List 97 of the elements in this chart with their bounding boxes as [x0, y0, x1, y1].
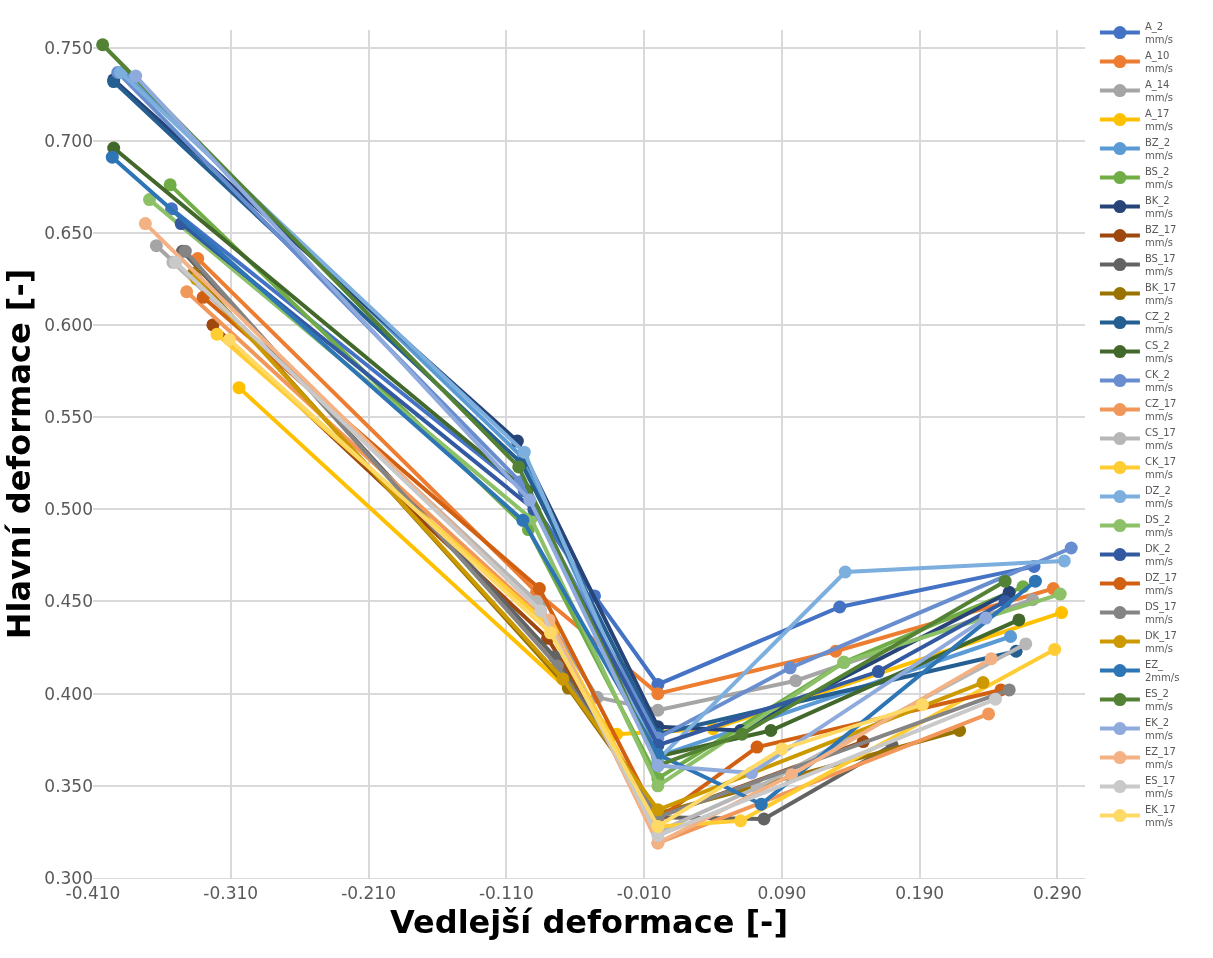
- x-tick-label: -0.110: [478, 883, 534, 904]
- x-axis-title: Vedlejší deformace [-]: [390, 903, 788, 942]
- point: [1012, 613, 1026, 627]
- point: [1064, 541, 1078, 555]
- legend-label: DZ_2 mm/s: [1144, 484, 1173, 509]
- legend-label: BK_2 mm/s: [1144, 194, 1173, 219]
- legend-label: BS_2 mm/s: [1144, 165, 1173, 190]
- legend-label: BS_17 mm/s: [1144, 252, 1176, 277]
- legend-label: EK_2 mm/s: [1144, 716, 1173, 741]
- point: [833, 600, 847, 614]
- legend-label: BK_17 mm/s: [1144, 281, 1177, 306]
- legend-label: EZ_17 mm/s: [1144, 745, 1176, 770]
- legend-label: A_14 mm/s: [1144, 78, 1173, 103]
- point: [1002, 683, 1016, 697]
- y-tick-label: 0.400: [44, 683, 93, 704]
- point: [1028, 574, 1042, 588]
- y-tick-label: 0.750: [44, 38, 93, 59]
- y-tick-label: 0.450: [44, 591, 93, 612]
- point: [651, 779, 665, 793]
- legend-label: A_2 mm/s: [1144, 20, 1173, 45]
- point: [232, 381, 246, 395]
- point: [517, 445, 531, 459]
- point: [96, 38, 110, 52]
- legend-label: DK_17 mm/s: [1144, 629, 1177, 654]
- legend-label: DK_2 mm/s: [1144, 542, 1173, 567]
- point: [976, 676, 990, 690]
- legend-label: DS_2 mm/s: [1144, 513, 1173, 538]
- point: [1048, 642, 1062, 656]
- point: [783, 661, 797, 675]
- x-tick-label: 0.290: [1033, 883, 1082, 904]
- point: [516, 513, 530, 527]
- x-tick-label: -0.310: [203, 883, 259, 904]
- x-tick-label: 0.190: [895, 883, 945, 904]
- legend-label: ES_2 mm/s: [1144, 687, 1173, 712]
- legend-label: CS_2 mm/s: [1144, 339, 1173, 364]
- y-tick-label: 0.700: [44, 130, 93, 151]
- legend-label: ES_17 mm/s: [1144, 774, 1176, 799]
- point: [129, 69, 143, 83]
- point: [149, 239, 163, 253]
- x-tick-label: -0.210: [341, 883, 396, 904]
- point: [998, 574, 1012, 588]
- y-tick-label: 0.550: [44, 407, 93, 428]
- legend-label: DZ_17 mm/s: [1144, 571, 1178, 596]
- legend-label: CS_17 mm/s: [1144, 426, 1176, 451]
- x-tick-label: 0.090: [757, 883, 807, 904]
- legend-label: CK_2 mm/s: [1144, 368, 1173, 393]
- point: [180, 285, 194, 299]
- point: [1019, 637, 1033, 651]
- y-tick-label: 0.650: [44, 222, 93, 243]
- point: [543, 626, 557, 640]
- legend-label: CZ_2 mm/s: [1144, 310, 1173, 335]
- point: [210, 327, 224, 341]
- legend-label: BZ_2 mm/s: [1144, 136, 1173, 161]
- point: [982, 707, 996, 721]
- point: [984, 652, 998, 666]
- point: [143, 193, 156, 207]
- y-tick-label: 0.500: [44, 499, 93, 520]
- y-axis-title: Hlavní deformace [-]: [0, 268, 38, 640]
- point: [979, 611, 993, 625]
- point: [105, 150, 119, 164]
- point: [757, 812, 771, 826]
- point: [871, 665, 885, 679]
- point: [1055, 606, 1069, 620]
- point: [651, 687, 665, 701]
- point: [556, 672, 570, 686]
- point: [915, 698, 929, 712]
- point: [734, 814, 748, 828]
- legend-label: CK_17 mm/s: [1144, 455, 1177, 480]
- legend-label: A_17 mm/s: [1144, 107, 1173, 132]
- point: [1004, 630, 1018, 643]
- legend-label: A_10 mm/s: [1144, 49, 1173, 74]
- point: [163, 178, 177, 192]
- legend-label: CZ_17 mm/s: [1144, 397, 1177, 422]
- x-tick-label: -0.410: [65, 883, 121, 904]
- point: [838, 565, 852, 579]
- legend-label: EZ_ 2mm/s: [1144, 658, 1180, 683]
- legend-label: EK_17 mm/s: [1144, 803, 1176, 828]
- point: [988, 692, 1002, 706]
- point: [750, 740, 764, 754]
- point: [222, 333, 236, 347]
- point: [138, 217, 152, 231]
- point: [651, 803, 665, 817]
- point: [764, 724, 778, 738]
- point: [512, 460, 526, 474]
- y-tick-label: 0.600: [44, 314, 93, 335]
- legend-label: BZ_17 mm/s: [1144, 223, 1177, 248]
- x-tick-label: -0.010: [616, 883, 672, 904]
- point: [523, 493, 537, 507]
- point: [534, 604, 548, 618]
- point: [651, 703, 665, 717]
- legend-label: DS_17 mm/s: [1144, 600, 1177, 625]
- y-tick-label: 0.350: [44, 775, 93, 796]
- point: [775, 742, 789, 756]
- point: [789, 674, 803, 688]
- point: [754, 797, 768, 811]
- point: [1057, 554, 1071, 568]
- point: [1053, 587, 1067, 601]
